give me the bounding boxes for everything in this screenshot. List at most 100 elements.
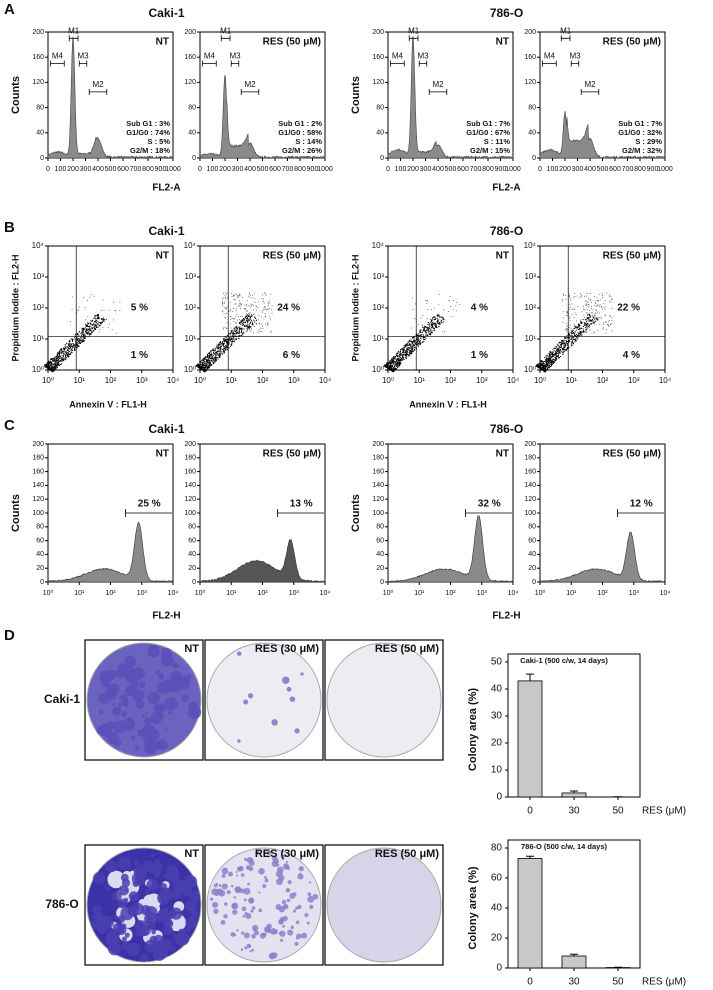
- event-dot: [250, 331, 251, 332]
- colony: [163, 873, 168, 878]
- event-dot: [430, 329, 431, 330]
- event-dot: [205, 364, 206, 365]
- event-dot: [234, 296, 235, 297]
- event-dot: [226, 307, 227, 308]
- colony: [213, 909, 218, 914]
- event-dot: [220, 342, 221, 343]
- event-dot: [88, 329, 89, 330]
- colony: [271, 719, 278, 726]
- event-dot: [542, 367, 543, 368]
- event-dot: [594, 296, 595, 297]
- y-axis-label: Counts: [350, 494, 362, 532]
- marker-label: M2: [244, 80, 256, 89]
- event-dot: [207, 364, 208, 365]
- event-dot: [239, 326, 240, 327]
- event-dot: [549, 367, 550, 368]
- event-dot: [546, 355, 547, 356]
- event-dot: [67, 347, 68, 348]
- y-tick-label: 140: [372, 482, 384, 489]
- x-tick-label: 10⁰: [382, 376, 394, 385]
- colony: [236, 874, 238, 876]
- colony: [222, 874, 226, 878]
- event-dot: [424, 326, 425, 327]
- y-tick-label: 10²: [32, 303, 44, 312]
- event-dot: [246, 331, 247, 332]
- event-dot: [583, 315, 584, 316]
- event-dot: [546, 360, 547, 361]
- event-dot: [606, 293, 607, 294]
- event-dot: [587, 317, 588, 318]
- event-dot: [224, 343, 225, 344]
- colony: [112, 703, 115, 706]
- event-dot: [250, 319, 251, 320]
- marker-label: M3: [417, 52, 429, 61]
- colony: [169, 910, 176, 917]
- event-dot: [253, 332, 254, 333]
- colony: [282, 900, 286, 904]
- event-dot: [215, 357, 216, 358]
- cell-stat: G1/G0 : 58%: [278, 128, 322, 137]
- event-dot: [91, 328, 92, 329]
- event-dot: [542, 368, 543, 369]
- row-label: 786-O: [45, 897, 78, 911]
- event-dot: [562, 299, 563, 300]
- event-dot: [551, 356, 552, 357]
- event-dot: [609, 320, 610, 321]
- event-dot: [249, 329, 250, 330]
- marker-label: M1: [560, 26, 572, 35]
- y-tick-label: 60: [376, 537, 384, 544]
- colony: [99, 927, 104, 932]
- event-dot: [243, 318, 244, 319]
- event-dot: [453, 309, 454, 310]
- event-dot: [414, 318, 415, 319]
- colony: [301, 933, 307, 939]
- event-dot: [215, 348, 216, 349]
- event-dot: [435, 324, 436, 325]
- event-dot: [85, 335, 86, 336]
- event-dot: [204, 365, 205, 366]
- event-dot: [240, 296, 241, 297]
- cell-stat: Sub G1 : 7%: [618, 119, 662, 128]
- y-tick-label: 30: [491, 711, 503, 722]
- event-dot: [79, 338, 80, 339]
- marker-bracket: [429, 89, 447, 95]
- event-dot: [595, 316, 596, 317]
- bar: [562, 793, 586, 797]
- x-tick-label: 600: [609, 166, 621, 173]
- event-dot: [396, 359, 397, 360]
- event-dot: [69, 351, 70, 352]
- event-dot: [432, 326, 433, 327]
- event-dot: [572, 339, 573, 340]
- x-tick-label: 1000: [505, 166, 521, 173]
- event-dot: [572, 333, 573, 334]
- event-dot: [609, 315, 610, 316]
- event-dot: [605, 309, 606, 310]
- event-dot: [244, 305, 245, 306]
- x-tick-label: 100: [547, 166, 559, 173]
- event-dot: [429, 331, 430, 332]
- event-dot: [62, 359, 63, 360]
- event-dot: [425, 331, 426, 332]
- event-dot: [95, 320, 96, 321]
- event-dot: [263, 308, 264, 309]
- event-dot: [407, 352, 408, 353]
- colony: [144, 743, 154, 753]
- marker-bracket: [581, 89, 599, 95]
- colony: [145, 906, 158, 919]
- event-dot: [72, 350, 73, 351]
- colony: [122, 941, 131, 950]
- event-dot: [593, 317, 594, 318]
- event-dot: [545, 359, 546, 360]
- event-dot: [426, 303, 427, 304]
- event-dot: [440, 324, 441, 325]
- event-dot: [65, 348, 66, 349]
- x-axis-label: FL2-A: [152, 183, 180, 194]
- y-tick-label: 20: [36, 565, 44, 572]
- y-tick-label: 10¹: [524, 334, 536, 343]
- event-dot: [263, 328, 264, 329]
- event-dot: [558, 345, 559, 346]
- event-dot: [236, 333, 237, 334]
- event-dot: [47, 362, 48, 363]
- event-dot: [408, 349, 409, 350]
- event-dot: [563, 294, 564, 295]
